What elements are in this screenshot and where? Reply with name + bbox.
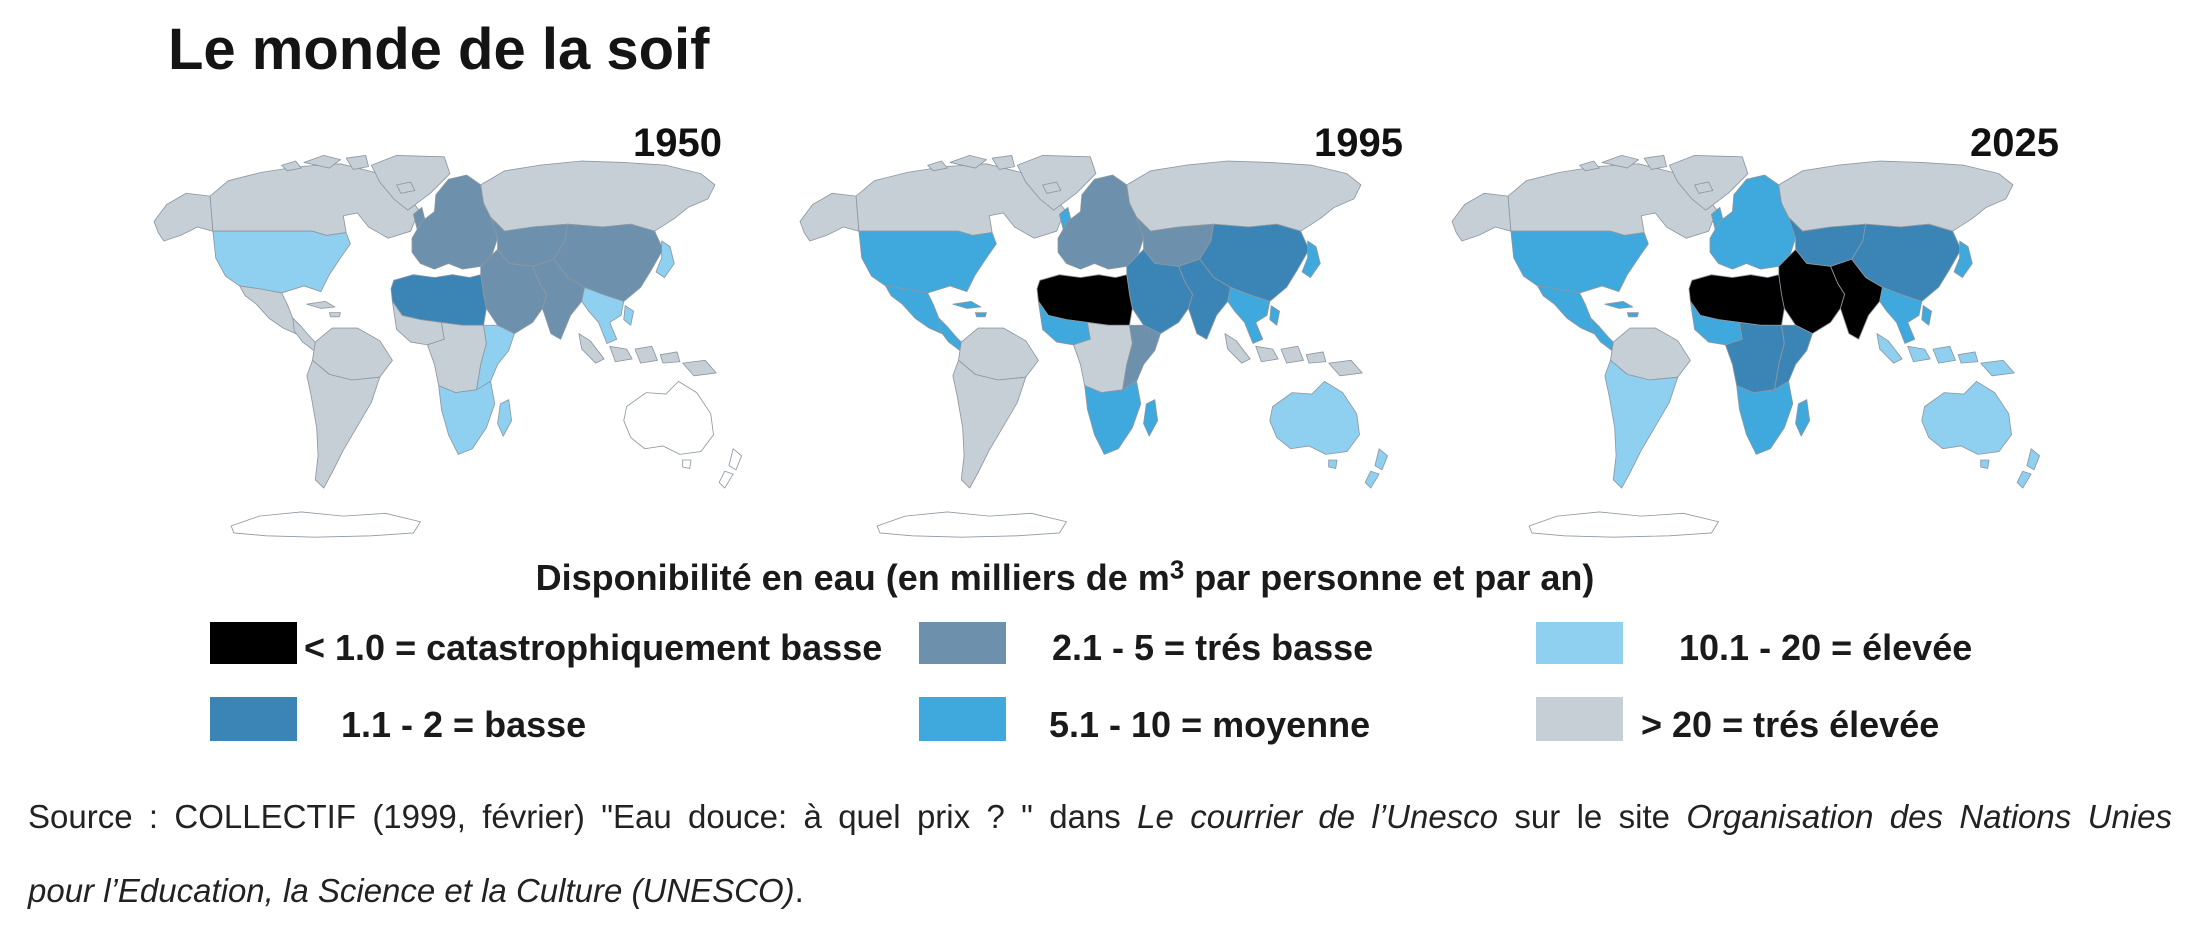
region-new-zealand (1364, 448, 1388, 489)
region-alaska (153, 192, 214, 242)
region-iceland (1694, 181, 1714, 194)
region-indonesia (578, 333, 717, 377)
source-organisation: Organisation des Nations Unies (1686, 798, 2172, 835)
legend-title-text: Disponibilité en eau (en milliers de m (535, 557, 1170, 598)
region-arctic-islands (927, 154, 1015, 172)
page-title: Le monde de la soif (168, 17, 710, 82)
region-southeast-asia (1227, 286, 1271, 344)
region-japan (655, 240, 675, 278)
legend-label: > 20 = trés élevée (1641, 704, 1940, 745)
region-mexico (239, 285, 302, 335)
region-east-africa (476, 324, 515, 391)
region-japan (1301, 240, 1321, 278)
region-madagascar (497, 399, 513, 437)
legend-swatch (919, 622, 1006, 664)
region-new-zealand (2016, 448, 2040, 489)
region-southern-africa (1084, 380, 1142, 455)
region-russia (480, 160, 716, 232)
legend-label: < 1.0 = catastrophiquement basse (304, 627, 883, 668)
region-usa (858, 230, 997, 294)
region-antarctica (230, 511, 421, 538)
region-south-asia (1178, 258, 1231, 340)
region-australia (1921, 380, 2012, 469)
map-year-label: 2025 (1970, 121, 2059, 165)
legend-swatch (1536, 622, 1623, 664)
region-south-america-south (306, 359, 381, 489)
legend-swatch (919, 697, 1006, 741)
source-text: sur le site (1498, 798, 1687, 835)
region-southern-africa (438, 380, 496, 455)
region-iceland (1042, 181, 1062, 194)
legend-title-end: par personne et par an) (1184, 557, 1595, 598)
region-australia (623, 380, 714, 469)
map-year-label: 1995 (1314, 121, 1403, 165)
region-south-america-south (952, 359, 1027, 489)
legend-title-superscript: 3 (1169, 556, 1185, 585)
region-mexico (1537, 285, 1600, 335)
region-caribbean (1604, 300, 1639, 318)
world-map (1451, 154, 2040, 538)
map-panel-1950: 1950 (147, 119, 787, 540)
region-east-africa (1774, 324, 1813, 391)
legend-label: 2.1 - 5 = trés basse (1052, 627, 1374, 668)
region-antarctica (1528, 511, 1719, 538)
legend-swatch (1536, 697, 1623, 741)
source-text: . (794, 872, 804, 909)
region-south-asia (1830, 258, 1883, 340)
region-new-zealand (718, 448, 742, 489)
region-usa (212, 230, 351, 294)
region-south-america-south (1604, 359, 1679, 489)
source-organisation: pour l’Education, la Science et la Cultu… (28, 872, 795, 909)
region-russia (1126, 160, 1362, 232)
legend-swatch (210, 697, 297, 741)
region-alaska (1451, 192, 1512, 242)
region-east-africa (1122, 324, 1161, 391)
legend-label: 5.1 - 10 = moyenne (1049, 704, 1371, 745)
source-citation-line-2: pour l’Education, la Science et la Cultu… (28, 869, 2172, 913)
map-panel-1995: 1995 (793, 119, 1433, 540)
region-madagascar (1795, 399, 1811, 437)
region-caribbean (952, 300, 987, 318)
source-citation-line-1: Source : COLLECTIF (1999, février) "Eau … (28, 795, 2172, 839)
legend-swatch (210, 622, 297, 664)
region-philippines (1269, 305, 1281, 326)
region-mexico (885, 285, 948, 335)
region-indonesia (1224, 333, 1363, 377)
source-text: Source : COLLECTIF (1999, février) "Eau … (28, 798, 1138, 835)
source-publication-title: Le courrier de l’Unesco (1137, 798, 1499, 835)
region-arctic-islands (281, 154, 369, 172)
region-antarctica (876, 511, 1067, 538)
region-japan (1953, 240, 1973, 278)
world-map (799, 154, 1388, 538)
region-philippines (1921, 305, 1933, 326)
legend-label: 10.1 - 20 = élevée (1679, 627, 1973, 668)
region-south-asia (532, 258, 585, 340)
region-usa (1510, 230, 1649, 294)
region-iceland (396, 181, 416, 194)
region-southeast-asia (581, 286, 625, 344)
region-arctic-islands (1579, 154, 1667, 172)
region-southeast-asia (1879, 286, 1923, 344)
region-russia (1778, 160, 2014, 232)
region-caribbean (306, 300, 341, 318)
region-indonesia (1876, 333, 2015, 377)
legend-label: 1.1 - 2 = basse (341, 704, 587, 745)
map-panel-2025: 2025 (1445, 119, 2085, 540)
world-map (153, 154, 742, 538)
map-year-label: 1950 (633, 121, 722, 165)
region-southern-africa (1736, 380, 1794, 455)
region-philippines (623, 305, 635, 326)
legend-title: Disponibilité en eau (en milliers de m3 … (512, 556, 1618, 600)
region-alaska (799, 192, 860, 242)
region-madagascar (1143, 399, 1159, 437)
region-australia (1269, 380, 1360, 469)
